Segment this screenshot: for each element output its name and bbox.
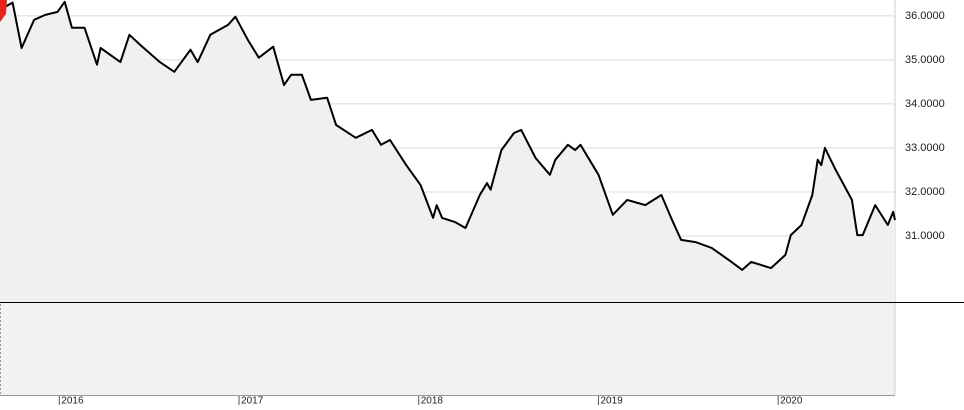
y-tick-label: 35.0000 [905,54,945,66]
x-tick-label: 2020 [780,396,803,407]
x-tick-label: 2016 [61,396,84,407]
y-tick-label: 34.0000 [905,98,945,110]
lower-panel [0,302,895,395]
y-tick-label: 33.0000 [905,142,945,154]
x-tick-label: 2018 [421,396,444,407]
area-fill [0,1,895,303]
x-tick-label: 2017 [241,396,264,407]
y-tick-label: 32.0000 [905,186,945,198]
y-tick-label: 36.0000 [905,10,945,22]
y-tick-label: 31.0000 [905,230,945,242]
price-line [0,0,896,271]
x-tick-label: 2019 [600,396,623,407]
start-marker [0,0,7,22]
